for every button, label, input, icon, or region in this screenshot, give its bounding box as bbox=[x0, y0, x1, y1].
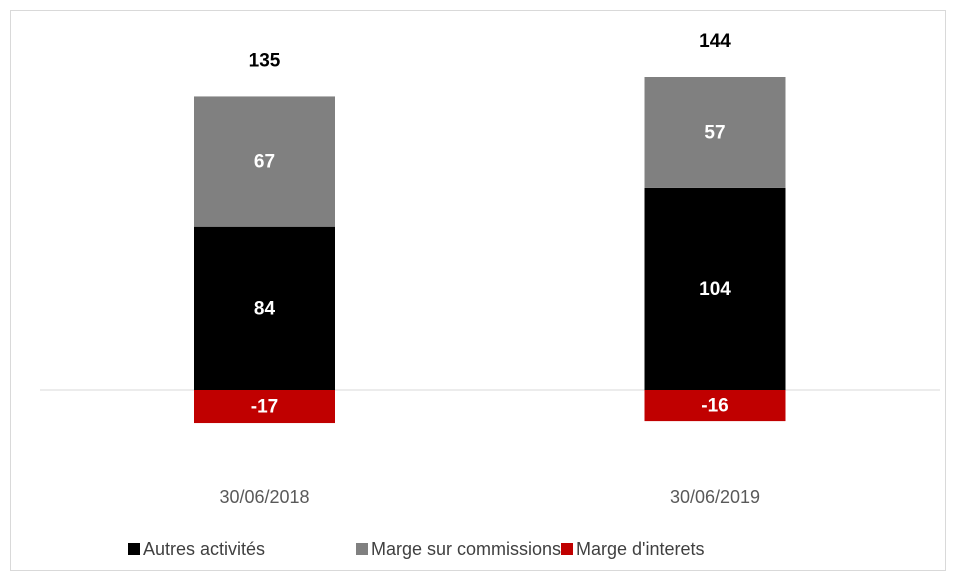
legend-swatch bbox=[356, 543, 368, 555]
total-label: 135 bbox=[249, 50, 281, 71]
bar-segment bbox=[644, 77, 786, 188]
chart-frame bbox=[10, 10, 946, 571]
data-label: -17 bbox=[251, 397, 278, 418]
x-tick-label: 30/06/2018 bbox=[219, 487, 309, 507]
legend-label: Marge d'interets bbox=[576, 539, 705, 559]
bar-segment bbox=[194, 390, 335, 424]
bar-segment bbox=[644, 187, 786, 390]
legend-swatch bbox=[128, 543, 140, 555]
data-label: 57 bbox=[704, 122, 725, 143]
legend-label: Marge sur commissions bbox=[371, 539, 561, 559]
bar-segment bbox=[644, 390, 786, 422]
data-label: -16 bbox=[701, 396, 728, 417]
total-label: 144 bbox=[699, 31, 731, 52]
data-label: 67 bbox=[254, 152, 275, 173]
x-tick-label: 30/06/2019 bbox=[670, 487, 760, 507]
bar-segment bbox=[194, 226, 335, 390]
bar-segment bbox=[194, 96, 335, 227]
data-label: 84 bbox=[254, 298, 276, 319]
data-label: 104 bbox=[699, 279, 731, 300]
legend-label: Autres activités bbox=[143, 539, 265, 559]
legend-swatch bbox=[561, 543, 573, 555]
